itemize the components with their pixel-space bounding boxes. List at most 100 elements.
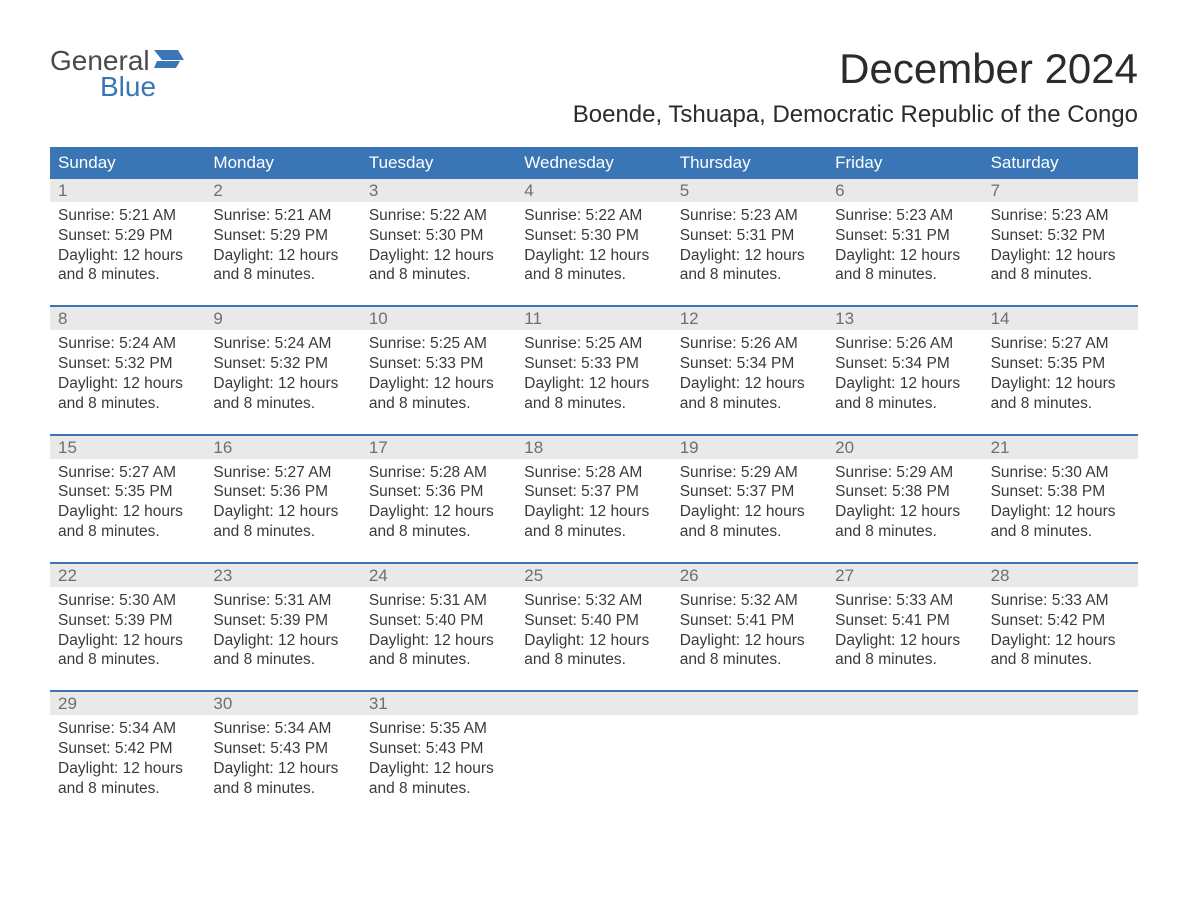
day-header-thursday: Thursday bbox=[672, 147, 827, 179]
daylight-line: Daylight: 12 hours and 8 minutes. bbox=[369, 246, 508, 286]
day-number: 12 bbox=[672, 307, 827, 330]
sunrise-line: Sunrise: 5:27 AM bbox=[991, 334, 1130, 354]
day-cell: Sunrise: 5:33 AMSunset: 5:41 PMDaylight:… bbox=[827, 587, 982, 676]
day-cell: Sunrise: 5:25 AMSunset: 5:33 PMDaylight:… bbox=[361, 330, 516, 419]
day-number: 19 bbox=[672, 436, 827, 459]
sunrise-line: Sunrise: 5:21 AM bbox=[58, 206, 197, 226]
sunset-line: Sunset: 5:32 PM bbox=[213, 354, 352, 374]
daylight-line: Daylight: 12 hours and 8 minutes. bbox=[835, 502, 974, 542]
sunrise-line: Sunrise: 5:31 AM bbox=[213, 591, 352, 611]
sunset-line: Sunset: 5:31 PM bbox=[680, 226, 819, 246]
sunset-line: Sunset: 5:43 PM bbox=[213, 739, 352, 759]
sunset-line: Sunset: 5:37 PM bbox=[680, 482, 819, 502]
day-cell: Sunrise: 5:31 AMSunset: 5:40 PMDaylight:… bbox=[361, 587, 516, 676]
daylight-line: Daylight: 12 hours and 8 minutes. bbox=[58, 374, 197, 414]
day-cell: Sunrise: 5:22 AMSunset: 5:30 PMDaylight:… bbox=[516, 202, 671, 291]
sunrise-line: Sunrise: 5:29 AM bbox=[835, 463, 974, 483]
sunset-line: Sunset: 5:43 PM bbox=[369, 739, 508, 759]
sunrise-line: Sunrise: 5:30 AM bbox=[58, 591, 197, 611]
week-row: 22232425262728Sunrise: 5:30 AMSunset: 5:… bbox=[50, 562, 1138, 676]
day-cell: Sunrise: 5:21 AMSunset: 5:29 PMDaylight:… bbox=[205, 202, 360, 291]
day-number: 28 bbox=[983, 564, 1138, 587]
day-number: 21 bbox=[983, 436, 1138, 459]
sunrise-line: Sunrise: 5:26 AM bbox=[680, 334, 819, 354]
location-subtitle: Boende, Tshuapa, Democratic Republic of … bbox=[573, 101, 1138, 129]
sunrise-line: Sunrise: 5:34 AM bbox=[213, 719, 352, 739]
day-cell-empty bbox=[983, 715, 1138, 804]
day-cell: Sunrise: 5:26 AMSunset: 5:34 PMDaylight:… bbox=[827, 330, 982, 419]
day-cell: Sunrise: 5:21 AMSunset: 5:29 PMDaylight:… bbox=[50, 202, 205, 291]
day-number: 15 bbox=[50, 436, 205, 459]
sunset-line: Sunset: 5:30 PM bbox=[524, 226, 663, 246]
day-cell: Sunrise: 5:31 AMSunset: 5:39 PMDaylight:… bbox=[205, 587, 360, 676]
daylight-line: Daylight: 12 hours and 8 minutes. bbox=[524, 502, 663, 542]
daylight-line: Daylight: 12 hours and 8 minutes. bbox=[213, 759, 352, 799]
sunset-line: Sunset: 5:40 PM bbox=[369, 611, 508, 631]
day-cell: Sunrise: 5:29 AMSunset: 5:37 PMDaylight:… bbox=[672, 459, 827, 548]
daylight-line: Daylight: 12 hours and 8 minutes. bbox=[213, 631, 352, 671]
day-cell: Sunrise: 5:26 AMSunset: 5:34 PMDaylight:… bbox=[672, 330, 827, 419]
logo-text-blue: Blue bbox=[100, 71, 156, 103]
daylight-line: Daylight: 12 hours and 8 minutes. bbox=[369, 502, 508, 542]
day-cell: Sunrise: 5:35 AMSunset: 5:43 PMDaylight:… bbox=[361, 715, 516, 804]
daylight-line: Daylight: 12 hours and 8 minutes. bbox=[680, 246, 819, 286]
day-cell: Sunrise: 5:28 AMSunset: 5:36 PMDaylight:… bbox=[361, 459, 516, 548]
day-number: 17 bbox=[361, 436, 516, 459]
day-cell-empty bbox=[516, 715, 671, 804]
daylight-line: Daylight: 12 hours and 8 minutes. bbox=[58, 502, 197, 542]
day-number-row: 293031 bbox=[50, 692, 1138, 715]
sunset-line: Sunset: 5:36 PM bbox=[213, 482, 352, 502]
sunrise-line: Sunrise: 5:26 AM bbox=[835, 334, 974, 354]
day-number: 8 bbox=[50, 307, 205, 330]
daylight-line: Daylight: 12 hours and 8 minutes. bbox=[213, 246, 352, 286]
sunrise-line: Sunrise: 5:27 AM bbox=[213, 463, 352, 483]
day-number: 18 bbox=[516, 436, 671, 459]
day-number: 27 bbox=[827, 564, 982, 587]
day-cell: Sunrise: 5:24 AMSunset: 5:32 PMDaylight:… bbox=[50, 330, 205, 419]
sunset-line: Sunset: 5:32 PM bbox=[58, 354, 197, 374]
week-row: 15161718192021Sunrise: 5:27 AMSunset: 5:… bbox=[50, 434, 1138, 548]
day-number: 10 bbox=[361, 307, 516, 330]
daylight-line: Daylight: 12 hours and 8 minutes. bbox=[524, 374, 663, 414]
daylight-line: Daylight: 12 hours and 8 minutes. bbox=[835, 246, 974, 286]
day-number: 3 bbox=[361, 179, 516, 202]
day-cell: Sunrise: 5:30 AMSunset: 5:38 PMDaylight:… bbox=[983, 459, 1138, 548]
calendar: SundayMondayTuesdayWednesdayThursdayFrid… bbox=[50, 147, 1138, 805]
daylight-line: Daylight: 12 hours and 8 minutes. bbox=[991, 246, 1130, 286]
week-row: 293031Sunrise: 5:34 AMSunset: 5:42 PMDay… bbox=[50, 690, 1138, 804]
day-number: 14 bbox=[983, 307, 1138, 330]
sunset-line: Sunset: 5:33 PM bbox=[524, 354, 663, 374]
day-cell-empty bbox=[672, 715, 827, 804]
day-number: 7 bbox=[983, 179, 1138, 202]
daylight-line: Daylight: 12 hours and 8 minutes. bbox=[991, 374, 1130, 414]
day-number: 16 bbox=[205, 436, 360, 459]
day-cell: Sunrise: 5:23 AMSunset: 5:31 PMDaylight:… bbox=[672, 202, 827, 291]
sunset-line: Sunset: 5:38 PM bbox=[991, 482, 1130, 502]
sunset-line: Sunset: 5:34 PM bbox=[835, 354, 974, 374]
day-header-row: SundayMondayTuesdayWednesdayThursdayFrid… bbox=[50, 147, 1138, 179]
daylight-line: Daylight: 12 hours and 8 minutes. bbox=[680, 631, 819, 671]
daylight-line: Daylight: 12 hours and 8 minutes. bbox=[524, 631, 663, 671]
daylight-line: Daylight: 12 hours and 8 minutes. bbox=[835, 374, 974, 414]
day-number: 26 bbox=[672, 564, 827, 587]
day-number bbox=[983, 692, 1138, 715]
day-cell: Sunrise: 5:27 AMSunset: 5:35 PMDaylight:… bbox=[50, 459, 205, 548]
week-row: 891011121314Sunrise: 5:24 AMSunset: 5:32… bbox=[50, 305, 1138, 419]
daylight-line: Daylight: 12 hours and 8 minutes. bbox=[835, 631, 974, 671]
daylight-line: Daylight: 12 hours and 8 minutes. bbox=[991, 631, 1130, 671]
page-title: December 2024 bbox=[573, 45, 1138, 93]
day-cell: Sunrise: 5:27 AMSunset: 5:35 PMDaylight:… bbox=[983, 330, 1138, 419]
day-cell: Sunrise: 5:30 AMSunset: 5:39 PMDaylight:… bbox=[50, 587, 205, 676]
sunrise-line: Sunrise: 5:22 AM bbox=[369, 206, 508, 226]
daylight-line: Daylight: 12 hours and 8 minutes. bbox=[680, 374, 819, 414]
day-number: 6 bbox=[827, 179, 982, 202]
day-number: 2 bbox=[205, 179, 360, 202]
sunset-line: Sunset: 5:36 PM bbox=[369, 482, 508, 502]
sunset-line: Sunset: 5:35 PM bbox=[991, 354, 1130, 374]
sunrise-line: Sunrise: 5:23 AM bbox=[680, 206, 819, 226]
daylight-line: Daylight: 12 hours and 8 minutes. bbox=[58, 246, 197, 286]
day-cell: Sunrise: 5:22 AMSunset: 5:30 PMDaylight:… bbox=[361, 202, 516, 291]
sunrise-line: Sunrise: 5:33 AM bbox=[835, 591, 974, 611]
header: General Blue December 2024 Boende, Tshua… bbox=[50, 45, 1138, 129]
daylight-line: Daylight: 12 hours and 8 minutes. bbox=[680, 502, 819, 542]
